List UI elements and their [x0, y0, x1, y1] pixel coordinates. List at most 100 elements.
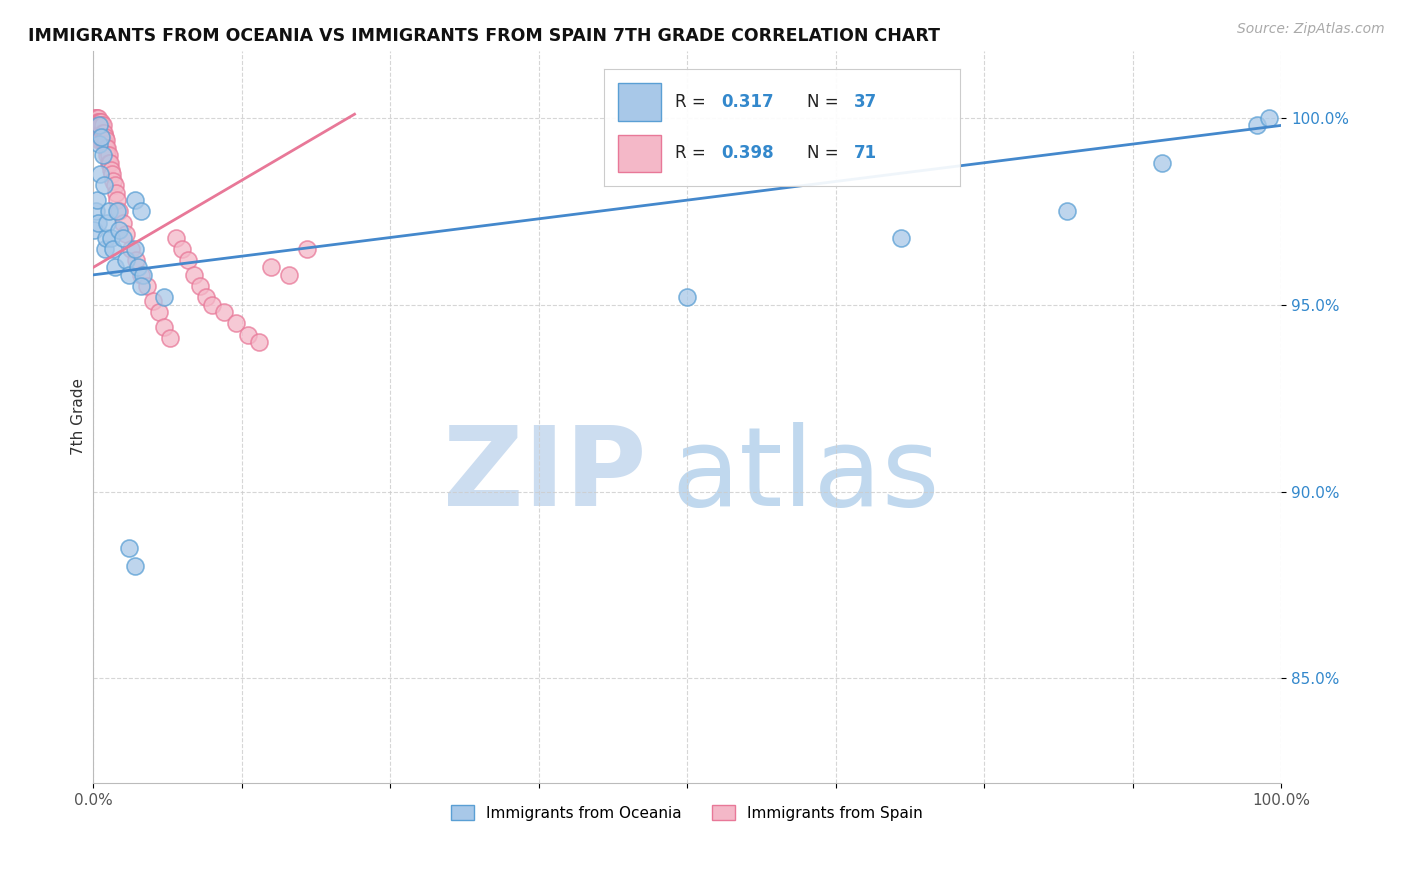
Point — [148, 305, 170, 319]
Point — [172, 242, 194, 256]
Point — [89, 133, 111, 147]
Point — [83, 223, 105, 237]
Point — [142, 293, 165, 308]
Point — [96, 141, 118, 155]
Point — [93, 133, 115, 147]
Point — [84, 114, 107, 128]
Point — [87, 119, 110, 133]
Point — [90, 114, 112, 128]
Point — [87, 111, 110, 125]
Point — [97, 155, 120, 169]
Point — [100, 230, 122, 244]
Point — [96, 133, 118, 147]
Point — [96, 216, 118, 230]
Point — [177, 252, 200, 267]
Point — [1152, 155, 1174, 169]
Point — [278, 268, 301, 282]
Point — [83, 119, 105, 133]
Point — [84, 204, 107, 219]
Point — [93, 178, 115, 193]
Point — [87, 114, 110, 128]
Point — [1056, 204, 1078, 219]
Point — [91, 148, 114, 162]
Point — [125, 252, 148, 267]
Point — [96, 148, 118, 162]
Point — [129, 204, 152, 219]
Point — [89, 119, 111, 133]
Point — [249, 335, 271, 350]
Point — [90, 119, 112, 133]
Point — [108, 223, 131, 237]
Point — [101, 167, 124, 181]
Point — [129, 268, 152, 282]
Point — [100, 163, 122, 178]
Point — [1246, 119, 1268, 133]
Point — [105, 204, 128, 219]
Point — [90, 133, 112, 147]
Point — [86, 126, 108, 140]
Point — [89, 114, 111, 128]
Point — [89, 119, 111, 133]
Point — [90, 129, 112, 144]
Legend: Immigrants from Oceania, Immigrants from Spain: Immigrants from Oceania, Immigrants from… — [444, 798, 929, 827]
Point — [105, 193, 128, 207]
Point — [97, 204, 120, 219]
Point — [103, 242, 125, 256]
Point — [195, 290, 218, 304]
Point — [153, 290, 176, 304]
Point — [212, 305, 235, 319]
Text: IMMIGRANTS FROM OCEANIA VS IMMIGRANTS FROM SPAIN 7TH GRADE CORRELATION CHART: IMMIGRANTS FROM OCEANIA VS IMMIGRANTS FR… — [28, 27, 941, 45]
Point — [96, 230, 118, 244]
Point — [135, 279, 157, 293]
Point — [86, 111, 108, 125]
Point — [89, 167, 111, 181]
Point — [124, 242, 146, 256]
Point — [165, 230, 187, 244]
Point — [86, 193, 108, 207]
Point — [84, 111, 107, 125]
Point — [96, 141, 118, 155]
Point — [86, 114, 108, 128]
Point — [111, 216, 134, 230]
Point — [236, 327, 259, 342]
Point — [83, 114, 105, 128]
Point — [94, 129, 117, 144]
Point — [103, 178, 125, 193]
Point — [91, 126, 114, 140]
Point — [89, 126, 111, 140]
Point — [111, 230, 134, 244]
Point — [295, 242, 318, 256]
Point — [260, 260, 283, 275]
Point — [103, 174, 125, 188]
Point — [90, 126, 112, 140]
Point — [201, 298, 224, 312]
Point — [115, 227, 138, 241]
Point — [87, 126, 110, 140]
Point — [104, 186, 127, 200]
Point — [108, 204, 131, 219]
Point — [129, 279, 152, 293]
Point — [89, 137, 111, 152]
Point — [120, 242, 142, 256]
Text: atlas: atlas — [672, 422, 941, 529]
Point — [188, 279, 211, 293]
Point — [153, 320, 176, 334]
Text: ZIP: ZIP — [443, 422, 647, 529]
Point — [86, 119, 108, 133]
Point — [98, 155, 121, 169]
Point — [83, 111, 105, 125]
Point — [118, 268, 141, 282]
Point — [890, 230, 912, 244]
Point — [89, 114, 111, 128]
Point — [225, 317, 247, 331]
Point — [127, 260, 149, 275]
Point — [94, 137, 117, 152]
Point — [103, 260, 125, 275]
Point — [89, 119, 111, 133]
Point — [93, 126, 115, 140]
Point — [676, 290, 699, 304]
Point — [124, 193, 146, 207]
Point — [84, 119, 107, 133]
Point — [97, 148, 120, 162]
Point — [115, 252, 138, 267]
